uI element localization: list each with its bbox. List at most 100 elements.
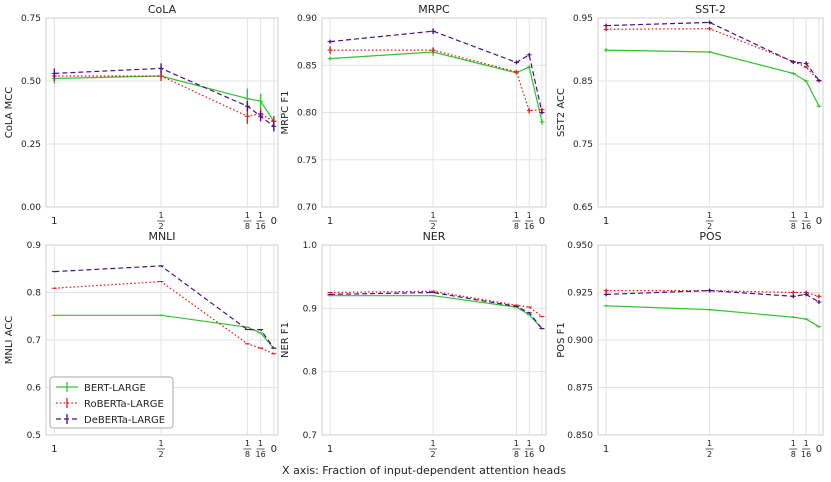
y-tick-label: 0.8 (27, 289, 42, 299)
y-tick-label: 0.9 (27, 241, 42, 251)
x-tick-numerator: 1 (431, 439, 436, 448)
x-tick-denominator: 8 (514, 450, 519, 459)
y-tick-label: 0.850 (567, 431, 593, 441)
series-bert-large (603, 304, 822, 328)
x-tick-numerator: 1 (707, 439, 712, 448)
x-tick-denominator: 8 (245, 450, 250, 459)
y-tick-label: 0.75 (573, 140, 593, 150)
x-tick-label: 1 (327, 444, 333, 455)
x-axis-label: X axis: Fraction of input-dependent atte… (282, 464, 566, 477)
legend-label: BERT-LARGE (84, 383, 146, 394)
series-deberta-large (603, 20, 822, 82)
x-tick-numerator: 1 (159, 211, 164, 220)
x-tick-numerator: 1 (791, 439, 796, 448)
chart-title: CoLA (148, 3, 177, 16)
x-tick-numerator: 1 (791, 211, 796, 220)
y-axis-label: POS F1 (556, 322, 567, 358)
chart-title: SST-2 (695, 3, 726, 16)
y-axis-label: MNLI ACC (4, 316, 15, 364)
series-line (54, 265, 275, 349)
series-roberta-large (327, 290, 545, 318)
y-tick-label: 0.80 (297, 109, 317, 119)
x-tick-label: 12 (705, 439, 714, 459)
x-tick-numerator: 1 (431, 211, 436, 220)
x-tick-label: 12 (157, 211, 166, 231)
x-tick-denominator: 16 (256, 450, 266, 459)
x-tick-denominator: 16 (524, 222, 534, 231)
x-tick-label: 18 (512, 211, 521, 231)
plot-frame (321, 17, 547, 208)
x-tick-denominator: 2 (159, 450, 164, 459)
series-bert-large (603, 48, 822, 108)
x-tick-numerator: 1 (527, 211, 532, 220)
series-line (330, 49, 543, 112)
legend-label: DeBERTa-LARGE (84, 415, 165, 426)
x-tick-denominator: 2 (707, 450, 712, 459)
y-tick-label: 0.70 (297, 203, 317, 213)
y-tick-label: 0.85 (573, 77, 593, 87)
x-tick-denominator: 2 (159, 222, 164, 231)
x-tick-label: 0 (816, 216, 822, 227)
x-tick-numerator: 1 (245, 211, 250, 220)
y-tick-label: 0.95 (573, 14, 593, 24)
plot-frame (45, 17, 279, 208)
x-tick-label: 116 (801, 211, 811, 231)
x-tick-label: 1 (327, 216, 333, 227)
plot-frame (597, 17, 824, 208)
y-axis-label: SST2 ACC (556, 88, 567, 137)
x-tick-label: 1 (51, 444, 57, 455)
x-tick-numerator: 1 (258, 439, 263, 448)
x-tick-denominator: 8 (791, 450, 796, 459)
plot-frame (321, 244, 547, 436)
series-deberta-large (603, 288, 822, 304)
y-tick-label: 0.9 (303, 304, 318, 314)
x-tick-label: 1 (603, 444, 609, 455)
x-tick-numerator: 1 (514, 439, 519, 448)
x-tick-numerator: 1 (245, 439, 250, 448)
series-deberta-large (327, 291, 545, 330)
x-tick-label: 116 (524, 439, 534, 459)
x-tick-label: 18 (789, 211, 798, 231)
y-axis-label: NER F1 (280, 322, 291, 358)
y-tick-label: 0.7 (303, 431, 317, 441)
y-tick-label: 0.25 (21, 140, 41, 150)
x-tick-label: 1 (603, 216, 609, 227)
x-tick-numerator: 1 (804, 439, 809, 448)
legend-entry-roberta-large: RoBERTa-LARGE (56, 398, 164, 410)
x-tick-label: 116 (256, 439, 266, 459)
y-axis-label: CoLA MCC (4, 87, 15, 139)
series-deberta-large (327, 28, 545, 115)
x-tick-denominator: 2 (707, 222, 712, 231)
x-tick-label: 116 (524, 211, 534, 231)
x-tick-denominator: 16 (524, 450, 534, 459)
x-tick-label: 12 (429, 439, 438, 459)
y-tick-label: 0.6 (27, 384, 42, 394)
y-tick-label: 0.65 (573, 203, 593, 213)
x-tick-denominator: 16 (801, 222, 811, 231)
legend: BERT-LARGE RoBERTa-LARGE DeBERTa-LARGE (49, 376, 174, 429)
x-tick-label: 116 (801, 439, 811, 459)
plot-area (598, 18, 823, 207)
x-tick-label: 18 (789, 439, 798, 459)
y-tick-label: 0.75 (297, 156, 317, 166)
x-tick-label: 1 (51, 216, 57, 227)
x-tick-numerator: 1 (258, 211, 263, 220)
plot-frame (597, 244, 824, 436)
y-tick-label: 0.950 (567, 241, 593, 251)
y-tick-label: 0.90 (297, 14, 317, 24)
y-tick-label: 0.50 (21, 77, 41, 87)
x-tick-label: 18 (512, 439, 521, 459)
x-tick-numerator: 1 (804, 211, 809, 220)
legend-entry-deberta-large: DeBERTa-LARGE (56, 414, 165, 426)
legend-entry-bert-large: BERT-LARGE (56, 382, 146, 394)
legend-box (49, 376, 174, 429)
x-tick-label: 12 (429, 211, 438, 231)
x-tick-denominator: 16 (801, 450, 811, 459)
